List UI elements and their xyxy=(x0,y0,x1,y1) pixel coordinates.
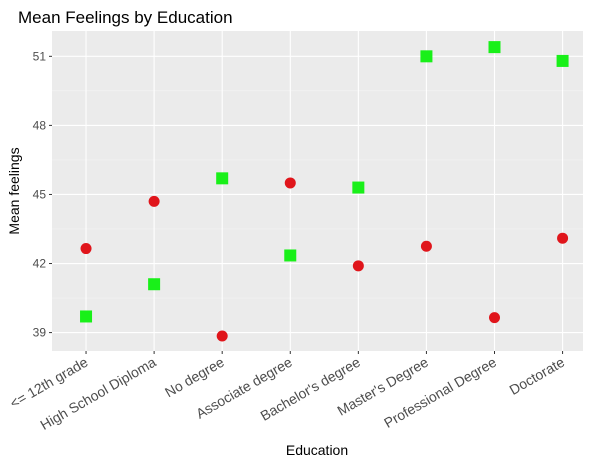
x-axis-title: Education xyxy=(286,442,348,458)
square-point xyxy=(148,278,161,291)
square-point xyxy=(284,249,297,262)
circle-point xyxy=(216,330,228,342)
x-tick-label: High School Diploma xyxy=(37,354,158,433)
circle-point xyxy=(148,195,160,207)
data-points xyxy=(80,41,569,342)
circle-point xyxy=(557,232,569,244)
y-tick-label: 45 xyxy=(33,187,47,201)
square-point xyxy=(80,310,93,323)
circle-point xyxy=(420,240,432,252)
square-point xyxy=(420,50,433,63)
y-axis-title: Mean feelings xyxy=(6,147,22,234)
circle-point xyxy=(352,260,364,272)
square-point xyxy=(352,181,365,194)
circle-point xyxy=(489,312,500,324)
y-tick-label: 42 xyxy=(33,257,47,271)
y-tick-label: 48 xyxy=(33,118,47,132)
square-point xyxy=(488,41,501,54)
y-tick-label: 51 xyxy=(33,49,47,63)
x-tick-label: Doctorate xyxy=(507,354,568,398)
circle-point xyxy=(80,243,92,255)
chart-title: Mean Feelings by Education xyxy=(18,8,233,27)
y-tick-label: 39 xyxy=(33,326,47,340)
x-tick-label: Professional Degree xyxy=(381,354,499,431)
square-point xyxy=(556,54,569,67)
square-point xyxy=(216,172,229,185)
y-axis: 39 42 45 48 51 xyxy=(33,49,52,340)
plot-panel xyxy=(52,31,583,351)
circle-point xyxy=(284,177,296,189)
